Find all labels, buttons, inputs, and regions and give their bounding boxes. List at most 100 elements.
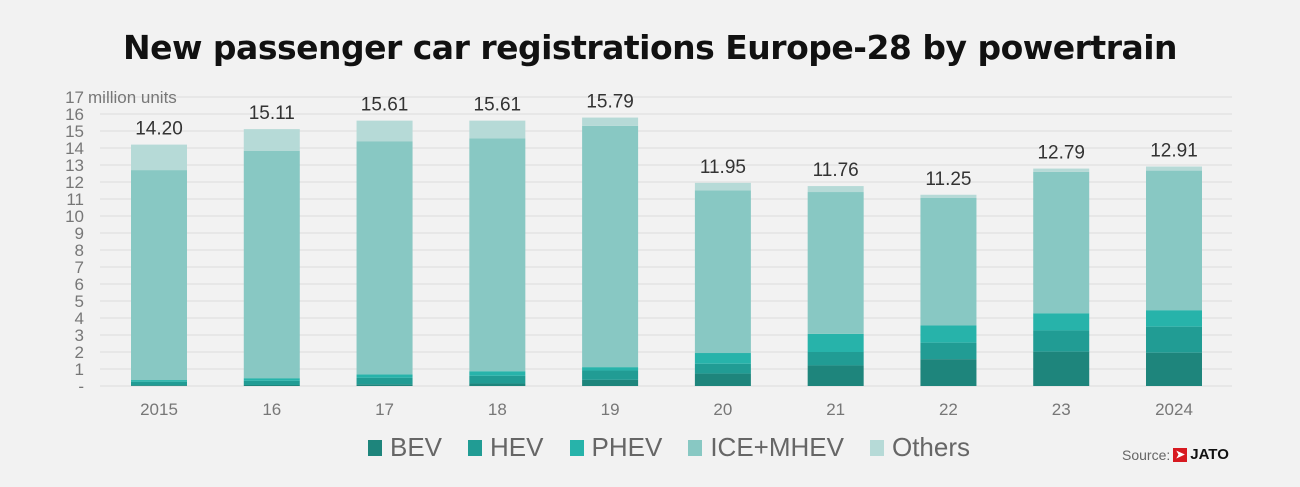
x-tick-label: 18 [488,400,507,419]
bar-segment-hev [469,375,526,384]
legend-swatch [368,439,382,456]
legend-label: Others [891,432,970,462]
bar-segment-hev [582,370,639,380]
bar-segment-bev [356,384,413,386]
jato-brand: JATO [1190,446,1229,463]
legend-swatch [569,439,584,456]
legend-label: BEV [390,432,443,462]
x-tick-label: 23 [1052,400,1071,419]
bar-segment-hev [920,342,977,360]
bar-segment-phev [356,374,413,378]
bar-segment-others [131,144,187,171]
bar-segment-hev [131,381,187,386]
bar-segment-bev [469,383,526,386]
y-tick-label: 3 [75,326,84,345]
total-data-label: 15.61 [361,95,409,116]
bar-segment-others [582,117,639,126]
bar-segment-ice-mhev [356,141,413,375]
total-data-label: 11.76 [813,160,859,181]
bar-segment-others [807,186,864,193]
bar-segment-phev [807,333,864,352]
bar-segment-ice-mhev [243,150,300,379]
legend-swatch [869,439,884,456]
x-tick-label: 21 [826,400,845,419]
legend-item: Others [869,432,970,463]
bar-segment-ice-mhev [807,192,864,334]
y-tick-label: 17 [65,88,84,107]
bar-segment-bev [1033,351,1090,386]
y-tick-label: 15 [65,122,84,141]
x-tick-label: 2015 [140,400,178,419]
total-data-label: 15.11 [249,103,295,124]
y-tick-label: 7 [75,258,84,277]
y-tick-label: 2 [75,343,84,362]
bar-segment-bev [131,385,187,386]
bar-segment-hev [356,377,413,385]
total-data-label: 12.91 [1150,141,1198,162]
bar-segment-phev [469,371,526,376]
legend-label: PHEV [591,432,663,462]
bar-segment-bev [920,359,977,386]
x-tick-label: 17 [375,400,394,419]
bar-segment-phev [243,378,300,381]
bar-segment-bev [1146,352,1202,386]
bar-segment-others [920,194,977,198]
x-tick-label: 22 [939,400,958,419]
y-tick-label: 10 [65,207,84,226]
bar-segment-ice-mhev [582,125,639,368]
bar-segment-ice-mhev [469,138,526,372]
y-tick-label: 5 [75,292,84,311]
y-tick-label: - [78,377,84,396]
bar-segment-others [1033,168,1090,172]
legend-swatch [468,439,483,456]
legend-item: HEV [468,432,544,463]
bar-segment-ice-mhev [920,197,977,326]
y-tick-label: 9 [75,224,84,243]
bar-segment-phev [582,367,639,371]
x-tick-label: 2024 [1155,400,1193,419]
x-tick-label: 20 [713,400,732,419]
bar-segment-ice-mhev [1146,170,1202,311]
y-tick-label: 13 [65,156,84,175]
jato-logo-icon: ➤ [1173,447,1188,462]
bar-segment-others [356,120,413,142]
bar-segment-others [1146,166,1202,171]
bar-segment-hev [1033,330,1090,352]
legend-swatch [688,439,703,456]
total-data-label: 12.79 [1037,143,1085,164]
legend-label: HEV [490,432,544,462]
y-tick-label: 8 [75,241,84,260]
bar-segment-ice-mhev [1033,171,1090,314]
bar-segment-bev [582,379,639,386]
bar-segment-bev [243,384,300,386]
bar-segment-hev [243,380,300,385]
y-tick-label: 14 [65,139,84,158]
bar-segment-phev [694,353,751,364]
total-data-label: 15.79 [586,92,634,113]
source-label: Source: [1122,446,1171,463]
total-data-label: 11.95 [700,157,746,178]
y-tick-label: 4 [75,309,84,328]
x-tick-label: 16 [262,400,281,419]
y-tick-label: 6 [75,275,84,294]
legend-label: ICE+MHEV [710,432,844,462]
bar-segment-others [469,120,526,139]
bar-segment-hev [694,363,751,374]
total-data-label: 14.20 [135,119,183,140]
bar-segment-ice-mhev [131,170,187,381]
bar-segment-hev [807,352,864,366]
total-data-label: 15.61 [474,95,522,116]
y-tick-label: 12 [65,173,84,192]
y-tick-label: 1 [75,360,84,379]
x-tick-label: 19 [601,400,620,419]
legend: BEV HEV PHEV ICE+MHEV Others [368,432,970,463]
bar-segment-phev [1033,313,1090,331]
bar-segment-ice-mhev [694,190,751,354]
bar-segment-bev [807,365,864,386]
bar-segment-phev [920,325,977,343]
legend-item: BEV [368,432,442,463]
bar-segment-bev [694,373,751,386]
bar-segment-phev [1146,310,1202,327]
legend-item: ICE+MHEV [688,432,844,463]
